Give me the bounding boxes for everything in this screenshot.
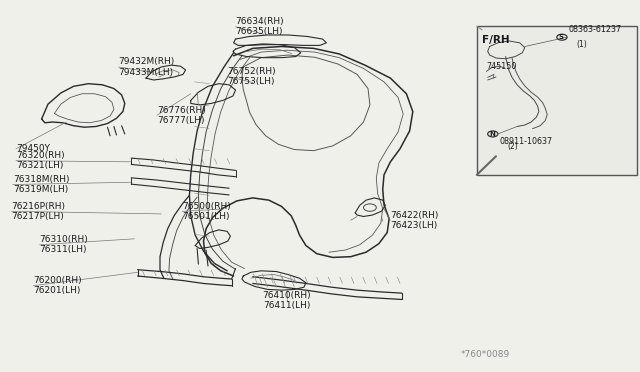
Text: 76216P(RH)
76217P(LH): 76216P(RH) 76217P(LH) bbox=[12, 202, 65, 221]
Text: 76776(RH)
76777(LH): 76776(RH) 76777(LH) bbox=[157, 106, 205, 125]
Text: F/RH: F/RH bbox=[482, 35, 509, 45]
Text: N: N bbox=[490, 131, 496, 137]
Text: 76634(RH)
76635(LH): 76634(RH) 76635(LH) bbox=[236, 17, 284, 36]
Bar bbox=[477, 26, 637, 175]
Text: 79432M(RH)
79433M(LH): 79432M(RH) 79433M(LH) bbox=[118, 57, 175, 77]
Text: 76200(RH)
76201(LH): 76200(RH) 76201(LH) bbox=[33, 276, 82, 295]
Text: (2): (2) bbox=[507, 142, 518, 151]
Text: 76752(RH)
76753(LH): 76752(RH) 76753(LH) bbox=[227, 67, 276, 86]
Text: 76500(RH)
76501(LH): 76500(RH) 76501(LH) bbox=[182, 202, 231, 221]
Text: 76320(RH)
76321(LH): 76320(RH) 76321(LH) bbox=[16, 151, 65, 170]
Text: 76422(RH)
76423(LH): 76422(RH) 76423(LH) bbox=[390, 211, 439, 230]
Text: 76310(RH)
76311(LH): 76310(RH) 76311(LH) bbox=[40, 235, 88, 254]
Text: 08911-10637: 08911-10637 bbox=[499, 137, 552, 146]
Text: (1): (1) bbox=[576, 40, 587, 49]
Text: 76318M(RH)
76319M(LH): 76318M(RH) 76319M(LH) bbox=[13, 175, 69, 194]
Text: S: S bbox=[558, 34, 563, 40]
Text: 79450Y: 79450Y bbox=[16, 144, 50, 153]
Text: 745150: 745150 bbox=[486, 62, 516, 71]
Text: *760*0089: *760*0089 bbox=[461, 350, 510, 359]
Text: 08363-61237: 08363-61237 bbox=[568, 25, 621, 34]
Text: 76410(RH)
76411(LH): 76410(RH) 76411(LH) bbox=[262, 291, 311, 310]
